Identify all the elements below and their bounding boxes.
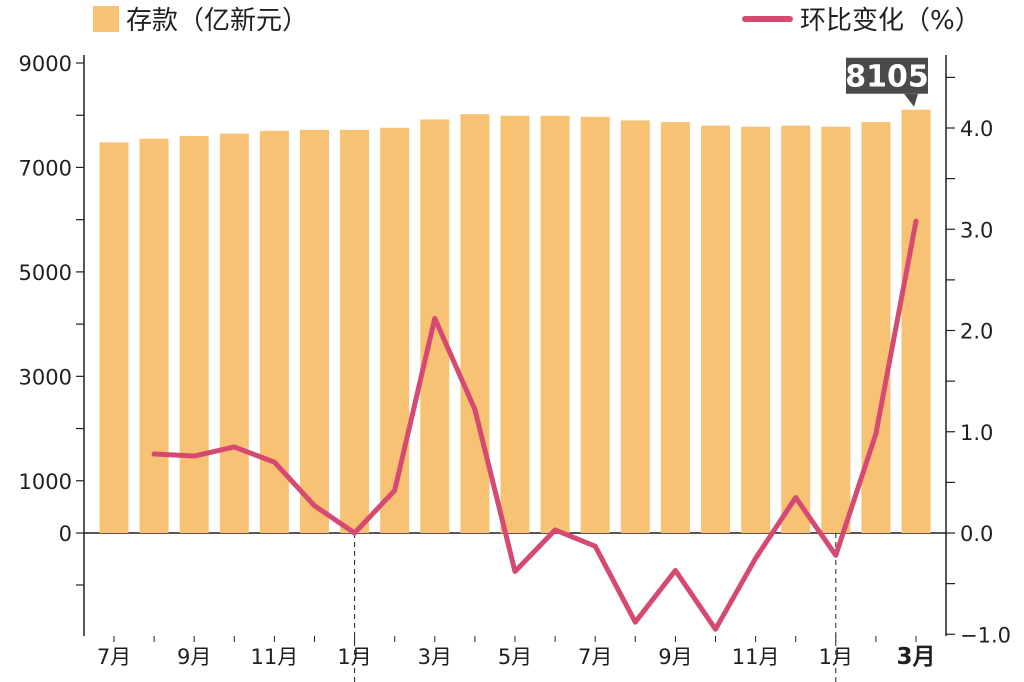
deposit-bar: [580, 116, 610, 534]
deposit-bar: [701, 125, 730, 534]
deposit-bar: [99, 142, 129, 533]
deposit-bar: [901, 109, 931, 533]
callout-pointer: [904, 93, 918, 107]
deposit-bar: [219, 133, 249, 533]
right-tick-label: 2.0: [960, 320, 993, 344]
x-tick-label: 9月: [177, 645, 211, 669]
line-layer: [151, 218, 919, 632]
deposit-bar: [620, 120, 650, 533]
x-tick-label: 11月: [251, 645, 299, 669]
deposit-bar: [340, 129, 370, 533]
left-tick-label: 1000: [19, 470, 72, 494]
deposit-bar: [300, 129, 329, 533]
right-tick-label: 0.0: [960, 522, 993, 546]
right-tick-label: 3.0: [960, 218, 993, 242]
callout-box: [846, 57, 928, 94]
latest-value-callout: 8105: [845, 57, 929, 107]
legend-bar-swatch: [93, 6, 119, 32]
x-tick-label: 3月: [418, 645, 452, 669]
deposit-bar: [460, 114, 490, 533]
left-tick-label: 9000: [19, 52, 72, 76]
x-tick-label: 5月: [498, 645, 532, 669]
deposit-bar: [500, 115, 530, 533]
deposit-bar: [540, 115, 570, 533]
right-tick-label: 1.0: [960, 421, 993, 445]
left-tick-label: 7000: [19, 156, 72, 180]
x-tick-label: 7月: [578, 645, 612, 669]
mom-change-line: [151, 218, 919, 632]
x-tick-label: 7月: [97, 645, 131, 669]
legend: 存款（亿新元） 环比变化（%）: [93, 6, 981, 36]
deposit-bar: [139, 138, 169, 533]
x-tick-label: 11月: [732, 645, 780, 669]
deposit-bar: [660, 122, 690, 533]
left-tick-label: 5000: [19, 261, 72, 285]
left-tick-label: 0: [59, 522, 72, 546]
x-tick-label: 9月: [658, 645, 692, 669]
callout-value: 8105: [845, 60, 929, 95]
left-tick-label: 3000: [19, 365, 72, 389]
deposit-bar: [821, 126, 851, 533]
deposit-bar: [179, 136, 209, 533]
legend-line-label: 环比变化（%）: [800, 6, 981, 36]
x-tick-label: 1月: [819, 645, 853, 669]
tick-labels-layer: 9000 7000 5000 3000 1000 0 4.0 3.0 2.0 1.0 0.0 −1.0…: [19, 52, 1011, 670]
deposit-bar: [741, 126, 771, 533]
bars-layer: [99, 109, 931, 534]
right-tick-label: −1.0: [960, 623, 1011, 647]
deposit-bar: [781, 125, 811, 534]
deposit-bar: [259, 130, 289, 533]
x-tick-label: 3月: [896, 644, 935, 670]
deposit-bar: [380, 127, 410, 533]
legend-bar-label: 存款（亿新元）: [126, 6, 308, 36]
x-tick-label: 1月: [337, 645, 371, 669]
right-tick-label: 4.0: [960, 117, 993, 141]
